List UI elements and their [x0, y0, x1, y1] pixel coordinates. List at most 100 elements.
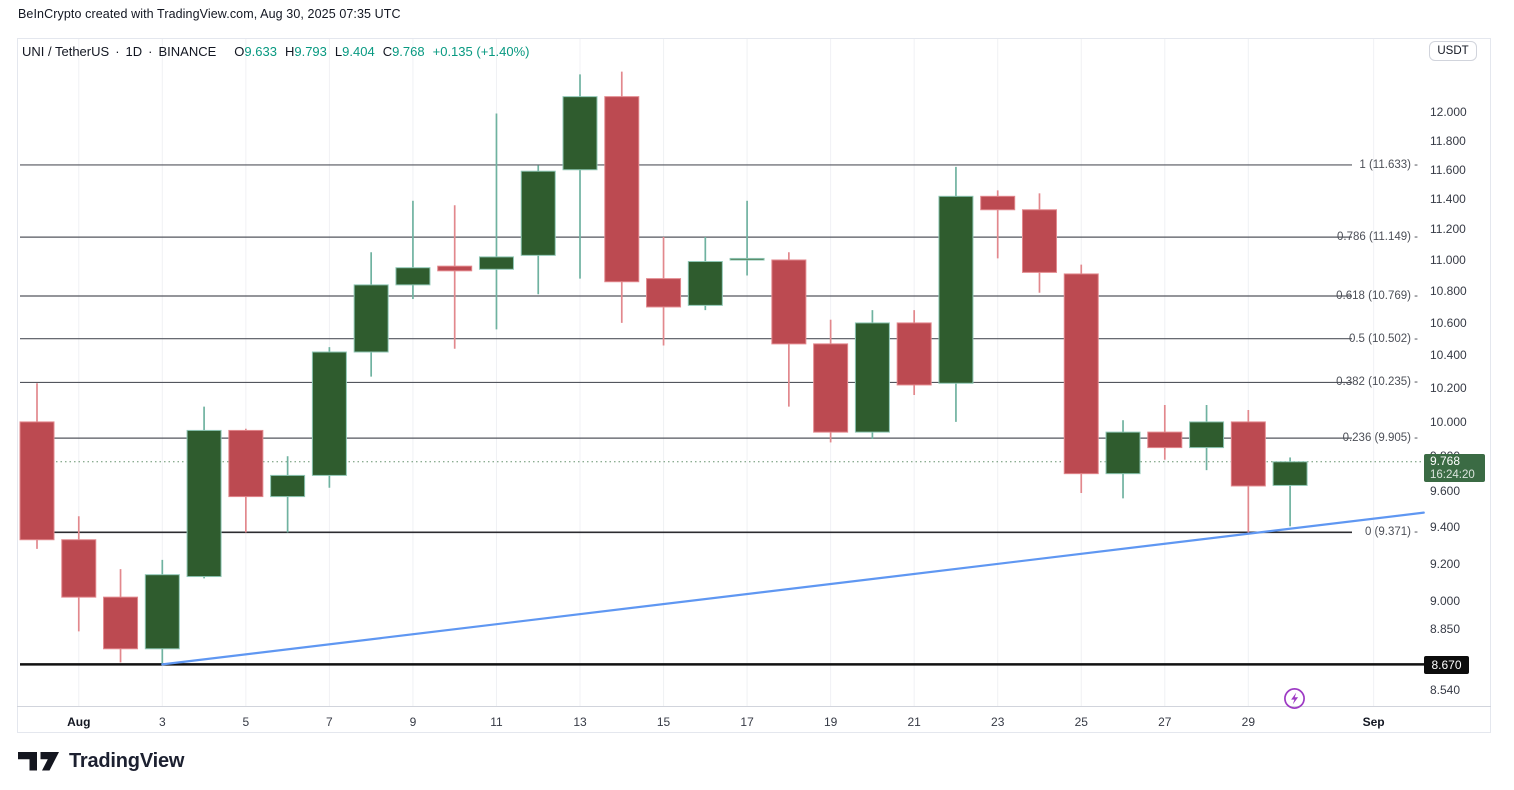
price-tick-label: 9.000	[1430, 593, 1461, 608]
candle	[270, 456, 306, 533]
price-tick-label: 8.850	[1430, 622, 1461, 637]
candle	[562, 74, 598, 279]
ohlc-item: C9.768	[383, 44, 425, 59]
candle	[980, 190, 1016, 259]
price-tick-label: 10.400	[1430, 348, 1467, 363]
fib-level-label: 0.236 (9.905) -	[1342, 432, 1418, 445]
candle	[311, 347, 347, 488]
time-tick-label: 9	[409, 715, 417, 729]
candle	[186, 406, 222, 579]
fib-level-label: 0 (9.371) -	[1364, 526, 1418, 539]
time-tick-label: 25	[1074, 715, 1088, 729]
candle-body	[61, 539, 97, 598]
candle	[646, 236, 682, 346]
candle-body	[896, 322, 932, 386]
candle	[1063, 264, 1099, 494]
attribution-text: BeInCrypto created with TradingView.com,…	[18, 7, 401, 21]
candle-body	[1147, 431, 1183, 449]
candle-body	[771, 259, 807, 345]
tradingview-logo[interactable]: TradingView	[18, 750, 184, 773]
price-tick-label: 8.540	[1430, 683, 1461, 698]
ohlc-letter: H	[284, 44, 295, 59]
ohlc-letter: O	[234, 44, 245, 59]
price-axis[interactable]: 12.000 11.800 11.600 11.400 11.200 11.000 10.8…	[1425, 38, 1491, 706]
current-price-value: 9.768	[1430, 454, 1461, 469]
trendline	[161, 511, 1425, 666]
candle	[687, 236, 723, 311]
candle-body	[646, 278, 682, 308]
candle	[395, 200, 431, 300]
fib-level-label: 0.5 (10.502) -	[1348, 332, 1418, 345]
candle	[61, 516, 97, 632]
candle	[1272, 457, 1308, 527]
candle-body	[1105, 431, 1141, 475]
time-tick-label: 19	[823, 715, 838, 729]
tradingview-logo-icon	[18, 752, 59, 771]
candle	[478, 113, 514, 330]
candle	[1147, 405, 1183, 460]
candle	[228, 428, 264, 533]
price-tick-label: 11.600	[1430, 162, 1466, 177]
candle-body	[1230, 421, 1266, 487]
symbol-name: UNI / TetherUS	[22, 44, 110, 59]
candle	[771, 252, 807, 407]
currency-badge: USDT	[1429, 41, 1477, 61]
price-tick-label: 10.200	[1430, 381, 1467, 396]
price-tick-label: 9.200	[1430, 556, 1461, 571]
candle-body	[980, 195, 1016, 211]
price-tick-label: 9.600	[1430, 484, 1461, 499]
candle	[1230, 410, 1266, 533]
exchange-label: BINANCE	[158, 44, 217, 59]
candle-body	[144, 574, 180, 650]
candle-body	[520, 170, 556, 256]
candle-body	[562, 96, 598, 171]
candle-body	[854, 322, 890, 433]
candle	[729, 200, 765, 276]
fib-level-label: 1 (11.633) -	[1359, 158, 1418, 171]
flash-button[interactable]	[1283, 687, 1306, 710]
candle	[1105, 420, 1141, 499]
candle-body	[395, 267, 431, 286]
candle	[144, 559, 180, 665]
time-tick-label: 21	[907, 715, 921, 729]
ohlc-value: 9.633	[244, 44, 277, 59]
ohlc-value: 9.768	[392, 44, 425, 59]
time-axis[interactable]: Aug 3 5 7 9 11 13 15 17 19 21 23 25 27 29 Sep	[17, 706, 1491, 734]
ohlc-letter: L	[334, 44, 343, 59]
candle-body	[813, 343, 849, 433]
tradingview-logo-text: TradingView	[69, 750, 185, 772]
countdown-timer: 16:24:20	[1430, 468, 1475, 481]
interval-label: 1D	[125, 44, 143, 59]
time-tick-label: 13	[573, 715, 587, 729]
fib-level-label: 0.382 (10.235) -	[1336, 376, 1418, 389]
price-tick-label: 11.200	[1430, 222, 1466, 237]
price-tick-label: 11.800	[1430, 133, 1466, 148]
time-tick-label: 29	[1241, 715, 1255, 729]
time-tick-label: 17	[740, 715, 754, 729]
current-price-badge: 9.768 16:24:20	[1424, 454, 1485, 483]
candle-body	[228, 429, 264, 498]
symbol-info-bar: UNI / TetherUS · 1D · BINANCE O9.633 H9.793 L9.…	[22, 44, 529, 59]
separator-dot: ·	[115, 44, 120, 59]
price-tick-label: 11.400	[1430, 192, 1466, 207]
candle	[854, 310, 890, 439]
candle	[896, 310, 932, 395]
candle	[353, 252, 389, 377]
candle	[604, 71, 640, 323]
candle-body	[729, 257, 765, 261]
time-tick-label: 3	[158, 715, 166, 729]
time-tick-label: 5	[242, 715, 250, 729]
ohlc-value: 9.404	[342, 44, 375, 59]
time-tick-label: 23	[991, 715, 1005, 729]
candle-body	[687, 261, 723, 306]
ohlc-value: 9.793	[294, 44, 327, 59]
candle	[437, 205, 473, 349]
candle-body	[311, 351, 347, 476]
lightning-icon	[1284, 688, 1305, 709]
time-tick-label: Sep	[1362, 715, 1385, 729]
change-label: +0.135 (+1.40%)	[432, 44, 530, 59]
ohlc-letter: C	[382, 44, 393, 59]
candle-body	[186, 429, 222, 578]
